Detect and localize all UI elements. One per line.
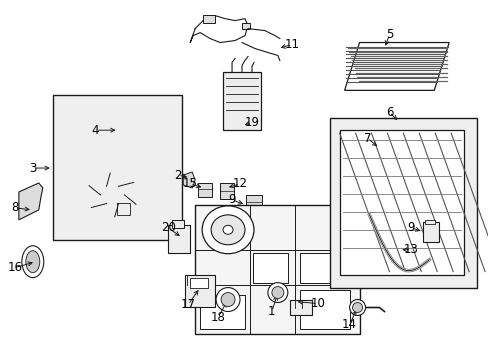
Bar <box>299 253 349 283</box>
Polygon shape <box>183 172 195 188</box>
Text: 10: 10 <box>310 297 325 310</box>
Bar <box>245 195 262 215</box>
Text: 1: 1 <box>267 305 275 318</box>
Text: 17: 17 <box>181 298 195 311</box>
Polygon shape <box>19 183 42 220</box>
Bar <box>242 23 249 28</box>
Text: 9: 9 <box>407 221 414 234</box>
Text: 6: 6 <box>385 106 392 119</box>
Bar <box>329 118 476 288</box>
Circle shape <box>221 293 235 306</box>
Polygon shape <box>344 42 448 90</box>
Text: 13: 13 <box>403 243 418 256</box>
Ellipse shape <box>223 225 233 234</box>
Ellipse shape <box>211 215 244 245</box>
Ellipse shape <box>98 121 137 139</box>
Bar <box>423 222 438 242</box>
Bar <box>190 278 208 288</box>
Bar <box>198 183 212 197</box>
Bar <box>168 225 190 253</box>
Text: 7: 7 <box>363 132 370 145</box>
Bar <box>200 294 244 329</box>
Ellipse shape <box>75 165 149 225</box>
Text: 4: 4 <box>92 124 99 137</box>
Ellipse shape <box>22 246 44 278</box>
Bar <box>289 300 311 315</box>
Text: 9: 9 <box>228 193 235 206</box>
Bar <box>252 253 287 283</box>
Bar <box>185 275 215 306</box>
Text: 8: 8 <box>11 201 19 215</box>
Text: 16: 16 <box>7 261 22 274</box>
Bar <box>203 15 215 23</box>
Circle shape <box>216 288 240 311</box>
Text: 12: 12 <box>232 177 247 190</box>
Circle shape <box>349 300 365 315</box>
Text: 11: 11 <box>284 38 299 51</box>
Ellipse shape <box>102 186 123 204</box>
Circle shape <box>271 287 283 298</box>
Text: 18: 18 <box>210 311 225 324</box>
Circle shape <box>352 302 362 312</box>
Ellipse shape <box>202 206 253 254</box>
Bar <box>195 205 359 334</box>
Ellipse shape <box>83 172 141 218</box>
Bar <box>339 130 463 275</box>
Ellipse shape <box>90 116 144 144</box>
Bar <box>299 289 349 329</box>
Text: 19: 19 <box>244 116 259 129</box>
Bar <box>53 95 182 240</box>
Bar <box>220 183 234 199</box>
Ellipse shape <box>106 125 128 135</box>
Text: 3: 3 <box>29 162 37 175</box>
Text: 14: 14 <box>342 318 356 331</box>
Circle shape <box>267 283 287 302</box>
Bar <box>425 220 434 224</box>
Text: 15: 15 <box>183 177 197 190</box>
Bar <box>172 220 184 228</box>
Text: 5: 5 <box>385 28 392 41</box>
Ellipse shape <box>26 251 40 273</box>
Bar <box>223 72 261 130</box>
Text: 20: 20 <box>161 221 175 234</box>
Text: 2: 2 <box>174 168 182 181</box>
